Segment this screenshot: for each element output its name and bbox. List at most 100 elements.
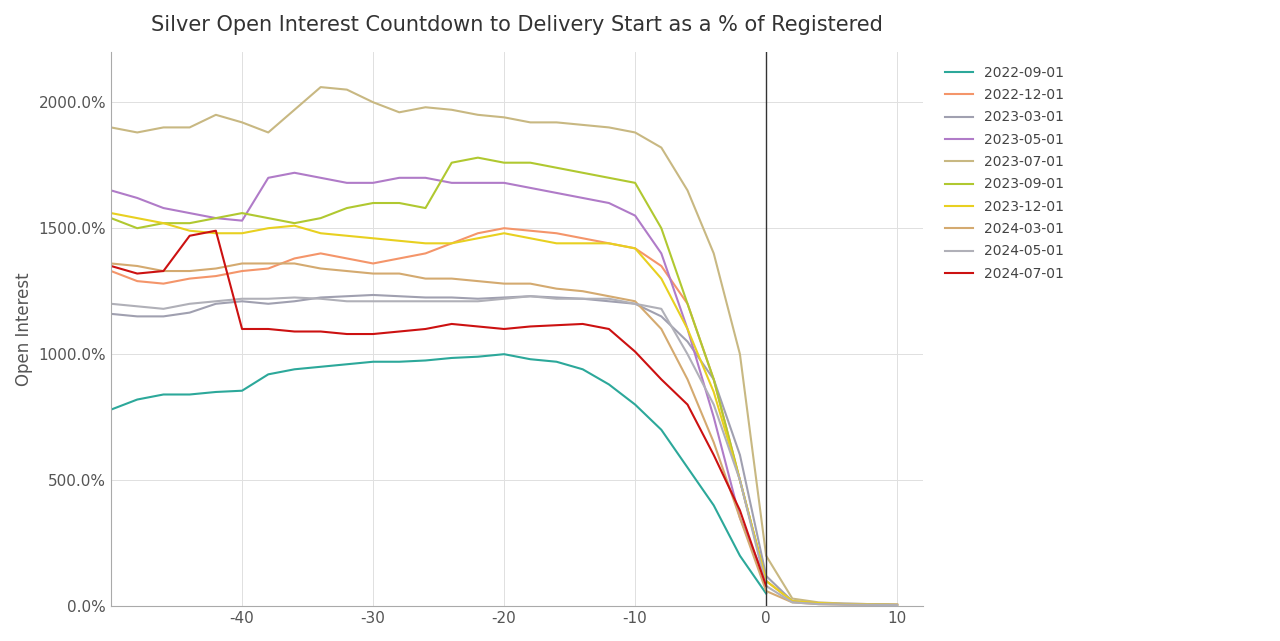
2023-12-01: [549, 240, 564, 247]
2022-09-01: [707, 501, 722, 509]
2024-03-01: [234, 260, 250, 267]
2023-07-01: [732, 351, 748, 358]
2024-05-01: [602, 295, 617, 303]
2022-09-01: [522, 355, 538, 363]
2023-05-01: [575, 194, 590, 202]
2022-09-01: [470, 353, 485, 360]
2023-07-01: [444, 106, 460, 113]
2022-12-01: [209, 272, 224, 280]
2024-05-01: [234, 295, 250, 303]
Line: 2024-05-01: 2024-05-01: [111, 296, 897, 605]
Line: 2024-03-01: 2024-03-01: [111, 263, 897, 605]
Line: 2023-07-01: 2023-07-01: [111, 87, 897, 604]
2022-09-01: [156, 390, 172, 398]
2023-07-01: [497, 113, 512, 121]
2023-07-01: [602, 124, 617, 131]
2023-03-01: [759, 572, 774, 579]
2022-12-01: [707, 376, 722, 383]
2024-05-01: [182, 300, 197, 308]
2023-03-01: [129, 313, 145, 320]
2023-12-01: [759, 577, 774, 585]
2023-12-01: [810, 599, 826, 607]
2023-09-01: [129, 224, 145, 232]
2023-07-01: [627, 129, 643, 137]
2022-12-01: [522, 227, 538, 235]
2023-12-01: [654, 275, 669, 283]
2023-09-01: [522, 159, 538, 167]
Title: Silver Open Interest Countdown to Delivery Start as a % of Registered: Silver Open Interest Countdown to Delive…: [151, 15, 883, 35]
2024-07-01: [365, 330, 380, 338]
2022-09-01: [575, 365, 590, 373]
2024-07-01: [234, 325, 250, 333]
2023-05-01: [182, 209, 197, 217]
2024-05-01: [314, 295, 329, 303]
2024-05-01: [444, 297, 460, 305]
2023-09-01: [104, 214, 119, 222]
2023-03-01: [785, 597, 800, 605]
2024-05-01: [339, 297, 355, 305]
2023-05-01: [627, 212, 643, 219]
2023-03-01: [522, 292, 538, 300]
2024-07-01: [339, 330, 355, 338]
2024-05-01: [209, 297, 224, 305]
2024-07-01: [549, 321, 564, 329]
2023-09-01: [627, 179, 643, 187]
2024-05-01: [837, 601, 852, 608]
2022-09-01: [732, 552, 748, 560]
2023-07-01: [392, 108, 407, 116]
2022-09-01: [209, 388, 224, 396]
2022-12-01: [497, 224, 512, 232]
2024-03-01: [104, 260, 119, 267]
2022-09-01: [392, 358, 407, 365]
2023-07-01: [234, 119, 250, 126]
2024-03-01: [575, 287, 590, 295]
2024-03-01: [654, 325, 669, 333]
2023-12-01: [837, 600, 852, 608]
2023-03-01: [654, 313, 669, 320]
2024-05-01: [707, 401, 722, 408]
2023-09-01: [759, 577, 774, 585]
2022-09-01: [654, 426, 669, 433]
2023-12-01: [234, 229, 250, 237]
2023-12-01: [314, 229, 329, 237]
2023-03-01: [810, 599, 826, 607]
2022-09-01: [287, 365, 302, 373]
2024-07-01: [261, 325, 276, 333]
2024-03-01: [890, 601, 905, 609]
2023-12-01: [680, 325, 695, 333]
2022-12-01: [156, 279, 172, 287]
2024-05-01: [575, 295, 590, 303]
2024-07-01: [392, 328, 407, 335]
2023-12-01: [287, 222, 302, 229]
2024-03-01: [365, 270, 380, 278]
2023-12-01: [104, 209, 119, 217]
2024-03-01: [339, 267, 355, 275]
2023-12-01: [182, 227, 197, 235]
2022-12-01: [392, 254, 407, 262]
2024-03-01: [156, 267, 172, 275]
2023-03-01: [234, 297, 250, 305]
2022-09-01: [314, 363, 329, 370]
2023-05-01: [209, 214, 224, 222]
2023-05-01: [156, 204, 172, 212]
2023-05-01: [602, 199, 617, 207]
2023-03-01: [497, 294, 512, 301]
2023-12-01: [497, 229, 512, 237]
2022-12-01: [837, 600, 852, 608]
2024-03-01: [627, 297, 643, 305]
2023-03-01: [470, 295, 485, 303]
2023-07-01: [759, 552, 774, 560]
2024-07-01: [417, 325, 433, 333]
2023-05-01: [470, 179, 485, 187]
2023-07-01: [209, 111, 224, 119]
2024-07-01: [654, 376, 669, 383]
2023-07-01: [654, 144, 669, 151]
2024-03-01: [392, 270, 407, 278]
2023-05-01: [392, 174, 407, 181]
2023-03-01: [156, 313, 172, 320]
2023-09-01: [417, 204, 433, 212]
2023-05-01: [261, 174, 276, 181]
2022-09-01: [182, 390, 197, 398]
2023-12-01: [156, 219, 172, 227]
2023-12-01: [129, 214, 145, 222]
